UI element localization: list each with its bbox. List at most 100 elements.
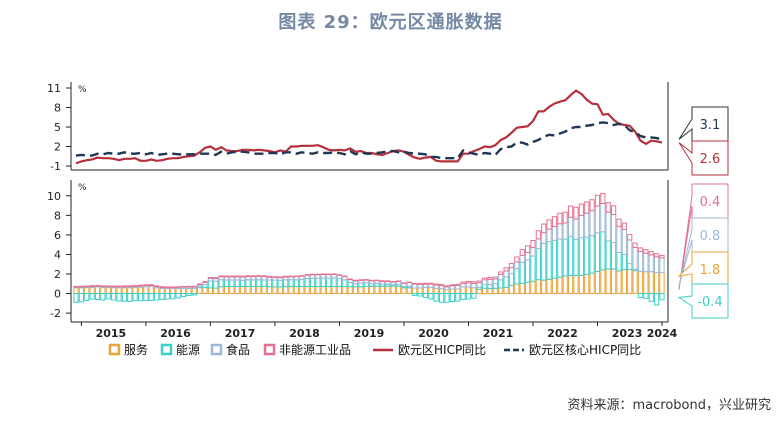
energy-bar-segment (616, 251, 622, 272)
energy-bar-segment (551, 239, 558, 279)
energy-bar-segment (498, 279, 504, 289)
energy-bar-segment (218, 279, 224, 288)
food-bar-segment (568, 216, 574, 237)
service-bar-segment (449, 288, 455, 295)
industrial-goods-bar-segment (234, 275, 240, 278)
top-series-lines (75, 89, 663, 165)
service-bar-segment (551, 277, 558, 295)
industrial-goods-bar-segment (137, 284, 144, 287)
service-bar-segment (186, 287, 192, 295)
service-bar-segment (519, 282, 525, 295)
industrial-goods-bar-segment (406, 281, 412, 284)
top-y-axis: 11 8 5 2 -1 (47, 82, 71, 173)
service-bar-segment (159, 287, 165, 295)
bottom-y-tick-label: 10 (47, 190, 61, 203)
service-bar-segment (197, 287, 203, 295)
legend-swatch (160, 343, 173, 356)
service-bar-segment (137, 286, 144, 295)
x-tick-label: 2015 (96, 327, 127, 340)
service-bar-segment (605, 268, 611, 295)
food-bar-segment (573, 218, 579, 240)
service-bar-segment (218, 286, 224, 295)
industrial-goods-bar-segment (621, 222, 627, 230)
industrial-goods-bar-segment (148, 284, 154, 286)
industrial-goods-bar-segment (127, 285, 133, 288)
energy-bar-segment (460, 293, 466, 300)
energy-bar-segment (320, 277, 326, 287)
industrial-goods-bar-segment (476, 280, 482, 284)
food-bar-segment (503, 270, 509, 278)
service-bar-segment (277, 286, 283, 295)
industrial-goods-bar-segment (105, 285, 111, 288)
energy-bar-segment (299, 278, 305, 288)
core-hicp-line (75, 121, 663, 160)
food-bar-segment (632, 247, 638, 270)
bottom-y-tick-label: 4 (54, 248, 61, 261)
food-bar-segment (589, 210, 595, 237)
industrial-goods-bar-segment (637, 247, 644, 253)
food-bar-segment (508, 267, 515, 275)
energy-bar-segment (143, 293, 149, 302)
industrial-goods-bar-segment (519, 249, 525, 256)
industrial-goods-bar-segment (170, 286, 176, 289)
energy-bar-segment (487, 283, 493, 290)
energy-bar-segment (180, 293, 187, 297)
stacked-bars (73, 192, 665, 306)
industrial-goods-bar-segment (320, 273, 326, 275)
service-bar-segment (78, 287, 84, 295)
legend-label: 欧元区核心HICP同比 (529, 343, 641, 357)
industrial-goods-bar-segment (315, 273, 321, 276)
industrial-goods-bar-segment (180, 286, 187, 288)
service-bar-segment (180, 287, 187, 295)
energy-bar-segment (336, 278, 343, 288)
service-bar-segment (627, 269, 633, 295)
energy-bar-segment (191, 293, 197, 296)
bottom-unit-label: % (78, 183, 87, 193)
service-bar-segment (621, 269, 627, 295)
x-axis: 2015 2016 2017 2018 2019 2020 2021 2022 2023 2024 (80, 322, 678, 340)
food-bar-segment (627, 239, 633, 265)
energy-bar-segment (621, 253, 627, 271)
service-bar-segment (594, 270, 601, 295)
energy-bar-segment (433, 293, 439, 302)
industrial-goods-bar-segment (261, 275, 267, 278)
food-bar-segment (546, 228, 552, 243)
energy-bar-segment (283, 279, 289, 288)
energy-bar-segment (508, 273, 515, 287)
industrial-goods-bar-segment (293, 275, 300, 278)
service-bar-segment (406, 287, 412, 295)
legend-swatch (108, 343, 121, 356)
energy-bar-segment (546, 241, 552, 280)
service-bar-segment (412, 287, 418, 295)
service-bar-segment (261, 285, 267, 295)
service-bar-segment (304, 286, 310, 295)
energy-bar-segment (589, 235, 595, 274)
industrial-goods-bar-segment (546, 219, 552, 230)
service-bar-segment (250, 285, 257, 295)
energy-bar-segment (127, 293, 133, 302)
callout-box (677, 251, 729, 287)
industrial-goods-bar-segment (266, 276, 273, 278)
energy-bar-segment (519, 261, 525, 284)
energy-bar-segment (78, 293, 84, 303)
industrial-goods-bar-segment (412, 282, 418, 285)
source-note: 资料来源：macrobond，兴业研究 (567, 398, 772, 413)
service-bar-segment (465, 286, 472, 295)
energy-bar-segment (465, 293, 472, 300)
industrial-goods-bar-segment (611, 205, 617, 216)
service-bar-segment (637, 270, 644, 295)
energy-bar-segment (315, 277, 321, 288)
industrial-goods-bar-segment (390, 281, 396, 283)
industrial-goods-bar-segment (84, 285, 90, 288)
industrial-goods-bar-segment (481, 277, 488, 281)
legend-label: 能源 (176, 343, 200, 357)
industrial-goods-bar-segment (600, 192, 606, 204)
industrial-goods-bar-segment (358, 279, 364, 281)
energy-bar-segment (111, 293, 117, 301)
food-bar-segment (320, 273, 326, 279)
food-bar-segment (616, 226, 622, 253)
industrial-goods-bar-segment (309, 273, 316, 276)
industrial-goods-bar-segment (578, 203, 584, 216)
food-bar-segment (557, 223, 563, 240)
industrial-goods-bar-segment (433, 283, 439, 286)
